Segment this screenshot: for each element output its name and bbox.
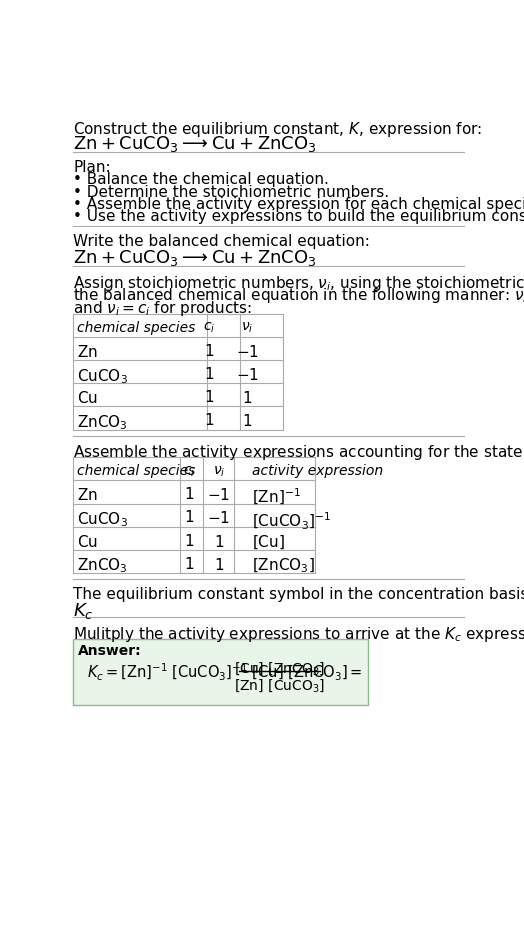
Text: Mulitply the activity expressions to arrive at the $K_c$ expression:: Mulitply the activity expressions to arr… xyxy=(73,625,524,644)
Text: $\nu_i$: $\nu_i$ xyxy=(242,321,254,335)
Text: 1: 1 xyxy=(184,488,194,502)
Text: $\mathrm{ZnCO_3}$: $\mathrm{ZnCO_3}$ xyxy=(77,414,128,432)
Text: $\mathrm{Zn}$: $\mathrm{Zn}$ xyxy=(77,488,98,503)
Text: $\mathrm{CuCO_3}$: $\mathrm{CuCO_3}$ xyxy=(77,367,128,386)
Text: $\nu_i$: $\nu_i$ xyxy=(213,464,225,478)
Text: 1: 1 xyxy=(204,414,214,428)
Text: • Balance the chemical equation.: • Balance the chemical equation. xyxy=(73,173,329,187)
Text: Assemble the activity expressions accounting for the state of matter and $\nu_i$: Assemble the activity expressions accoun… xyxy=(73,443,524,462)
Text: $1$: $1$ xyxy=(214,557,224,572)
Text: $\mathrm{Cu}$: $\mathrm{Cu}$ xyxy=(77,533,98,549)
Text: $1$: $1$ xyxy=(243,390,253,406)
Text: $\mathrm{Zn + CuCO_3 \longrightarrow Cu + ZnCO_3}$: $\mathrm{Zn + CuCO_3 \longrightarrow Cu … xyxy=(73,134,317,154)
Text: Write the balanced chemical equation:: Write the balanced chemical equation: xyxy=(73,234,370,249)
Text: $-1$: $-1$ xyxy=(208,488,231,503)
Text: Construct the equilibrium constant, $K$, expression for:: Construct the equilibrium constant, $K$,… xyxy=(73,120,483,140)
Text: $-1$: $-1$ xyxy=(208,511,231,527)
Text: 1: 1 xyxy=(184,557,194,571)
Text: the balanced chemical equation in the following manner: $\nu_i = -c_i$ for react: the balanced chemical equation in the fo… xyxy=(73,287,524,306)
Text: Plan:: Plan: xyxy=(73,160,111,175)
Text: 1: 1 xyxy=(184,511,194,526)
Text: $\mathrm{ZnCO_3}$: $\mathrm{ZnCO_3}$ xyxy=(77,557,128,575)
Text: $1$: $1$ xyxy=(243,414,253,429)
Text: $\mathrm{[Cu]}$: $\mathrm{[Cu]}$ xyxy=(252,533,285,551)
FancyBboxPatch shape xyxy=(73,639,368,705)
Text: $\mathrm{CuCO_3}$: $\mathrm{CuCO_3}$ xyxy=(77,511,128,530)
Text: $c_i$: $c_i$ xyxy=(203,321,215,335)
Text: • Use the activity expressions to build the equilibrium constant expression.: • Use the activity expressions to build … xyxy=(73,210,524,224)
Text: $K_c$: $K_c$ xyxy=(73,601,94,621)
Text: The equilibrium constant symbol in the concentration basis is:: The equilibrium constant symbol in the c… xyxy=(73,586,524,602)
Text: Answer:: Answer: xyxy=(78,644,141,659)
Text: $\mathrm{Cu}$: $\mathrm{Cu}$ xyxy=(77,390,98,406)
Text: activity expression: activity expression xyxy=(252,464,383,478)
Text: and $\nu_i = c_i$ for products:: and $\nu_i = c_i$ for products: xyxy=(73,299,252,318)
Text: chemical species: chemical species xyxy=(77,321,195,335)
Text: 1: 1 xyxy=(204,390,214,405)
Text: • Assemble the activity expression for each chemical species.: • Assemble the activity expression for e… xyxy=(73,197,524,212)
Text: • Determine the stoichiometric numbers.: • Determine the stoichiometric numbers. xyxy=(73,185,389,199)
Text: chemical species: chemical species xyxy=(77,464,195,478)
Text: 1: 1 xyxy=(184,533,194,549)
Text: $-1$: $-1$ xyxy=(236,367,259,383)
Text: $\mathrm{[ZnCO_3]}$: $\mathrm{[ZnCO_3]}$ xyxy=(252,557,314,575)
Text: 1: 1 xyxy=(204,367,214,382)
Text: 1: 1 xyxy=(204,344,214,359)
Text: $c_i$: $c_i$ xyxy=(183,464,195,478)
Text: $\mathrm{[Zn]\ [CuCO_3]}$: $\mathrm{[Zn]\ [CuCO_3]}$ xyxy=(234,678,325,695)
Text: $K_c = \mathrm{[Zn]^{-1}\ [CuCO_3]^{-1}\ [Cu]\ [ZnCO_3] = }$: $K_c = \mathrm{[Zn]^{-1}\ [CuCO_3]^{-1}\… xyxy=(87,662,363,683)
Text: Assign stoichiometric numbers, $\nu_i$, using the stoichiometric coefficients, $: Assign stoichiometric numbers, $\nu_i$, … xyxy=(73,274,524,293)
Text: $\mathrm{Zn + CuCO_3 \longrightarrow Cu + ZnCO_3}$: $\mathrm{Zn + CuCO_3 \longrightarrow Cu … xyxy=(73,248,317,268)
Text: $1$: $1$ xyxy=(214,533,224,549)
Text: $\mathrm{[Zn]^{-1}}$: $\mathrm{[Zn]^{-1}}$ xyxy=(252,488,300,508)
Text: $\mathrm{Zn}$: $\mathrm{Zn}$ xyxy=(77,344,98,360)
Text: $\mathrm{[Cu]\ [ZnCO_3]}$: $\mathrm{[Cu]\ [ZnCO_3]}$ xyxy=(234,660,325,677)
Text: $\mathrm{[CuCO_3]^{-1}}$: $\mathrm{[CuCO_3]^{-1}}$ xyxy=(252,511,331,531)
Text: $-1$: $-1$ xyxy=(236,344,259,360)
